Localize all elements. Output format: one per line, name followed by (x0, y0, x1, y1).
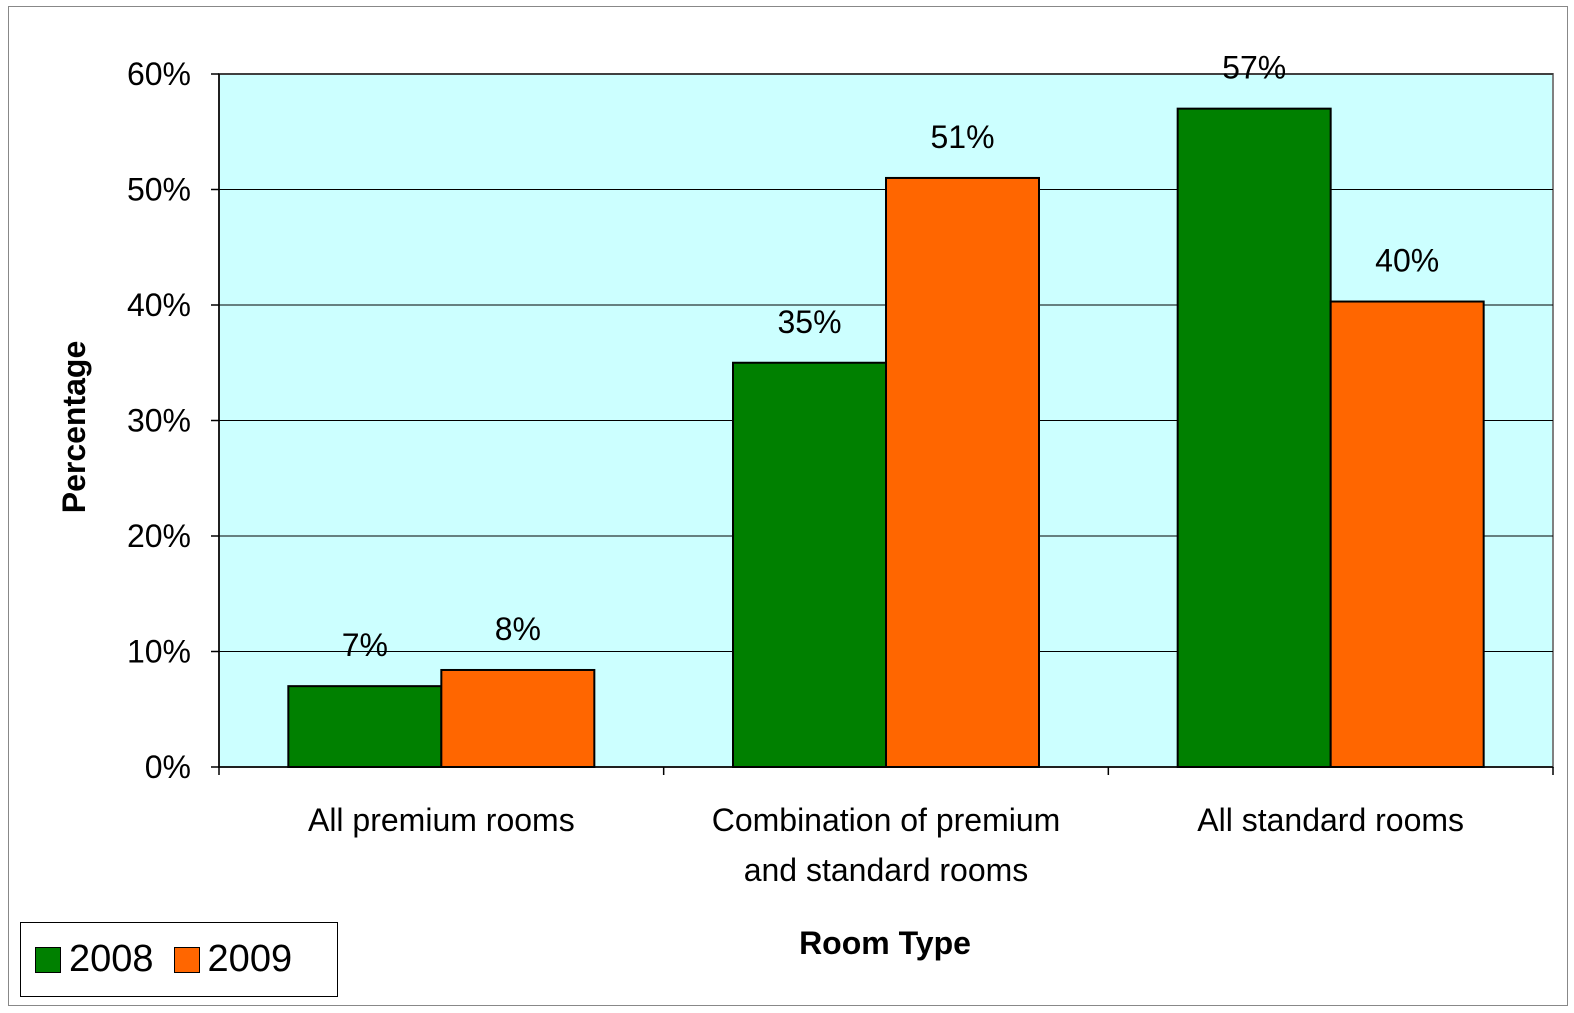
data-label: 35% (777, 304, 841, 340)
data-label: 57% (1222, 50, 1286, 86)
y-tick-label: 60% (127, 56, 191, 92)
data-label: 7% (342, 627, 388, 663)
chart-frame (8, 6, 1568, 1006)
bar-2008 (287, 685, 443, 769)
y-tick-label: 30% (127, 403, 191, 439)
y-tick-label: 20% (127, 518, 191, 554)
labels: 0% 10% 20% 30% 40% 50% 60% 7% 8% All premium room… (127, 50, 1464, 888)
bar-2009 (440, 668, 596, 768)
y-tick-label: 50% (127, 172, 191, 208)
legend: 2008 2009 (20, 922, 338, 997)
bar-2009 (885, 176, 1040, 768)
bar-2009 (1329, 300, 1485, 768)
y-tick-label: 10% (127, 634, 191, 670)
legend-swatch-2009 (173, 946, 200, 973)
x-axis-title: Room Type (799, 925, 971, 961)
legend-item-2008: 2008 (35, 938, 154, 981)
legend-label-2008: 2008 (69, 938, 154, 980)
bars (287, 107, 1485, 769)
bar-2008 (1176, 107, 1332, 768)
data-label: 51% (930, 119, 994, 155)
y-tick-label: 0% (145, 749, 191, 785)
legend-swatch-2008 (35, 946, 61, 973)
y-tick-label: 40% (127, 287, 191, 323)
x-category-label: All premium rooms (308, 802, 575, 838)
legend-label-2009: 2009 (207, 938, 293, 980)
legend-item-2009: 2009 (173, 938, 293, 981)
x-category-label: and standard rooms (744, 852, 1029, 888)
axes (211, 73, 1554, 775)
y-axis-title: Percentage (56, 341, 92, 514)
x-category-label: Combination of premium (712, 802, 1061, 838)
data-label: 8% (495, 611, 541, 647)
data-label: 40% (1375, 243, 1439, 279)
x-category-label: All standard rooms (1197, 802, 1464, 838)
bar-2008 (732, 361, 887, 768)
